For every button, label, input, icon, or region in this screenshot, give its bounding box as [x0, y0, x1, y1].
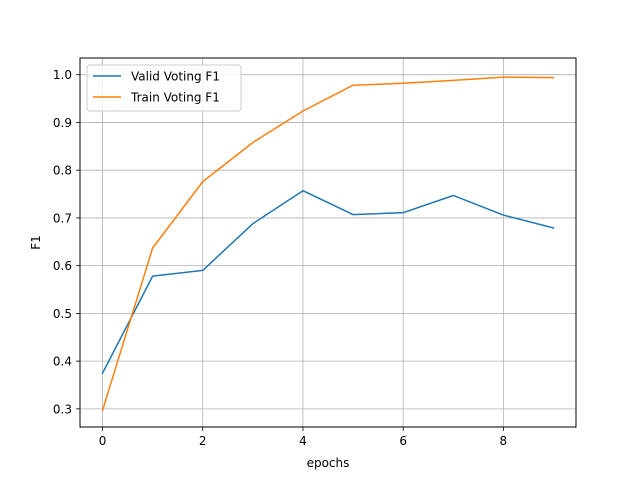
legend-label-train: Train Voting F1 — [130, 91, 220, 105]
data-point — [152, 247, 154, 249]
data-point — [102, 409, 104, 411]
data-point — [202, 181, 204, 183]
data-point — [452, 194, 454, 196]
grid-lines — [80, 58, 576, 427]
data-point — [102, 372, 104, 374]
y-tick-label: 0.8 — [53, 164, 72, 178]
y-tick-label: 0.9 — [53, 116, 72, 130]
data-point — [402, 82, 404, 84]
series-line-1 — [101, 76, 555, 412]
plot-frame — [79, 57, 577, 428]
data-point — [152, 275, 154, 277]
data-point — [202, 269, 204, 271]
legend-box — [86, 64, 242, 112]
data-point — [552, 227, 554, 229]
data-point — [352, 84, 354, 86]
series-line-0 — [101, 189, 555, 375]
x-tick-label: 2 — [199, 434, 207, 448]
x-tick-label: 6 — [399, 434, 407, 448]
data-point — [252, 141, 254, 143]
y-tick-label: 0.5 — [53, 307, 72, 321]
y-tick-label: 1.0 — [53, 68, 72, 82]
data-point — [402, 212, 404, 214]
y-tick-label: 0.6 — [53, 259, 72, 273]
x-tick-label: 8 — [500, 434, 508, 448]
data-point — [502, 214, 504, 216]
data-point — [452, 79, 454, 81]
data-point — [552, 77, 554, 79]
data-point — [352, 214, 354, 216]
data-point — [302, 110, 304, 112]
data-point — [252, 223, 254, 225]
series-lines — [101, 76, 555, 412]
y-tick-label: 0.3 — [53, 402, 72, 416]
axis-ticks: 0 2 4 6 8 0.3 0.4 0.5 0.6 0.7 0.8 0.9 1.0 — [53, 68, 507, 448]
y-tick-label: 0.4 — [53, 355, 72, 369]
y-axis-label: F1 — [29, 235, 43, 250]
y-tick-label: 0.7 — [53, 211, 72, 225]
legend: Valid Voting F1 Train Voting F1 — [86, 64, 242, 112]
x-tick-label: 4 — [299, 434, 307, 448]
data-point — [302, 190, 304, 192]
x-axis-label: epochs — [307, 456, 350, 470]
data-point — [502, 76, 504, 78]
legend-label-valid: Valid Voting F1 — [131, 70, 220, 84]
x-tick-label: 0 — [99, 434, 107, 448]
